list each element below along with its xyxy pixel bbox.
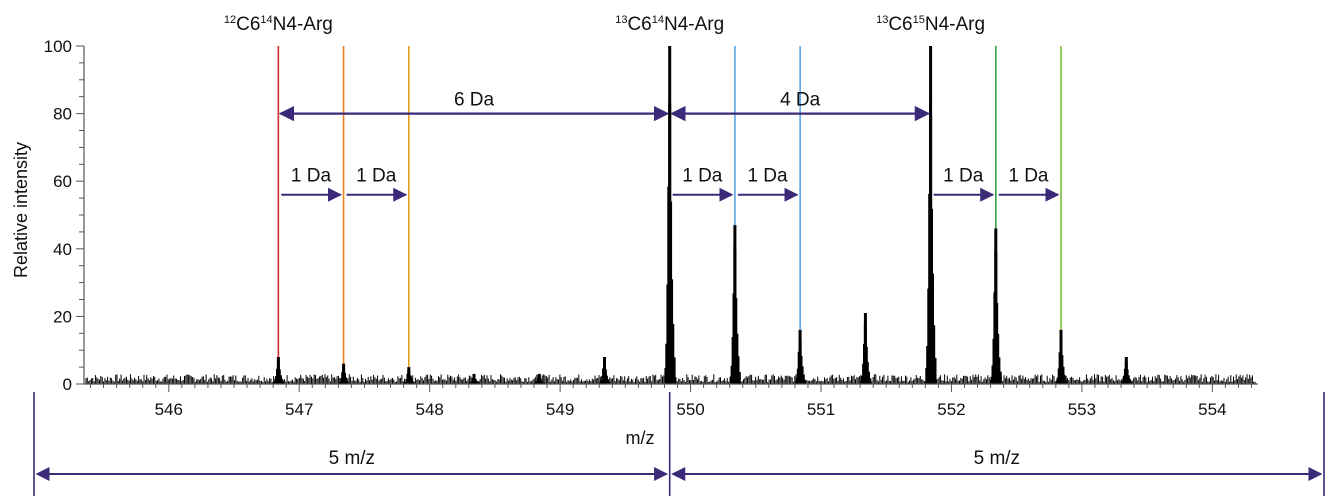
x-axis-label: m/z bbox=[626, 428, 655, 448]
x-tick-label: 548 bbox=[415, 400, 443, 419]
peak-apex bbox=[537, 373, 541, 384]
spectrum-peak bbox=[664, 46, 676, 384]
isotope-step-label: 1 Da bbox=[682, 166, 723, 187]
spectrum-peak bbox=[1121, 357, 1133, 384]
peak-apex bbox=[1059, 329, 1063, 384]
axes: 0 20 40 60 80 100 546 547 548 549 550 551 552 553 554 bbox=[44, 37, 1258, 419]
y-tick-label: 60 bbox=[53, 172, 72, 191]
mass-shift-label: 6 Da bbox=[454, 90, 495, 111]
peak-apex bbox=[342, 363, 346, 384]
isotope-rest: N4-Arg bbox=[664, 14, 724, 35]
peak-apex bbox=[733, 225, 737, 384]
isotope-label: 13C614N4-Arg bbox=[615, 14, 724, 35]
isotope-step-label: 1 Da bbox=[291, 166, 332, 187]
spectrum-trace bbox=[85, 46, 1256, 384]
spectrum-peak bbox=[273, 357, 285, 384]
spectrum-peak bbox=[338, 363, 350, 384]
spectrum-peak bbox=[925, 46, 937, 384]
isotope-label: 12C614N4-Arg bbox=[224, 14, 333, 35]
range-label: 5 m/z bbox=[974, 448, 1020, 469]
spectrum-peak bbox=[794, 329, 807, 384]
y-tick-label: 100 bbox=[44, 37, 72, 56]
x-tick-label: 551 bbox=[807, 400, 835, 419]
peak-apex bbox=[863, 313, 867, 384]
peak-apex bbox=[929, 46, 933, 384]
isotope-rest: N4-Arg bbox=[273, 14, 333, 35]
spectrum-peak bbox=[599, 357, 611, 384]
isotope-step-label: 1 Da bbox=[1008, 166, 1049, 187]
x-tick-label: 550 bbox=[676, 400, 704, 419]
peak-apex bbox=[276, 357, 280, 384]
isotope-mass-superscript: 13 bbox=[615, 14, 627, 26]
y-tick-label: 0 bbox=[63, 375, 72, 394]
x-tick-label: 547 bbox=[285, 400, 313, 419]
peak-apex bbox=[798, 329, 802, 384]
isotope-label: 13C615N4-Arg bbox=[876, 14, 985, 35]
y-tick-label: 20 bbox=[53, 307, 72, 326]
spectrum-peak bbox=[860, 313, 872, 384]
spectrum-peak bbox=[1055, 329, 1067, 384]
peak-apex bbox=[603, 357, 606, 384]
x-tick-label: 546 bbox=[155, 400, 183, 419]
peak-apex bbox=[407, 367, 411, 384]
isotope-step-label: 1 Da bbox=[747, 166, 788, 187]
spectrum-peak bbox=[990, 228, 1002, 384]
mass-shift-label: 4 Da bbox=[780, 90, 821, 111]
spectrum-peak bbox=[403, 367, 415, 384]
spectrum-peak bbox=[729, 225, 741, 384]
x-tick-label: 552 bbox=[937, 400, 965, 419]
range-label: 5 m/z bbox=[329, 448, 375, 469]
isotope-mass-superscript: 14 bbox=[652, 14, 664, 26]
isotope-step-label: 1 Da bbox=[356, 166, 397, 187]
y-tick-label: 40 bbox=[53, 240, 72, 259]
isotope-rest: N4-Arg bbox=[925, 14, 985, 35]
y-tick-label: 80 bbox=[53, 105, 72, 124]
peak-apex bbox=[668, 46, 672, 384]
x-tick-label: 549 bbox=[546, 400, 574, 419]
peak-apex bbox=[472, 373, 476, 384]
isotope-element: C6 bbox=[888, 14, 912, 35]
y-axis-label: Relative intensity bbox=[11, 142, 31, 278]
isotope-step-label: 1 Da bbox=[943, 166, 984, 187]
isotope-element: C6 bbox=[627, 14, 651, 35]
x-tick-label: 553 bbox=[1068, 400, 1096, 419]
spectrum-peak bbox=[468, 373, 480, 384]
isotope-mass-superscript: 13 bbox=[876, 14, 888, 26]
isotope-mass-superscript: 15 bbox=[913, 14, 925, 26]
isotope-element: C6 bbox=[236, 14, 260, 35]
isotope-mass-superscript: 12 bbox=[224, 14, 236, 26]
peak-apex bbox=[994, 228, 998, 384]
spectrum-peak bbox=[534, 373, 546, 384]
x-tick-label: 554 bbox=[1198, 400, 1226, 419]
peak-apex bbox=[1124, 357, 1128, 384]
isotope-mass-superscript: 14 bbox=[260, 14, 272, 26]
